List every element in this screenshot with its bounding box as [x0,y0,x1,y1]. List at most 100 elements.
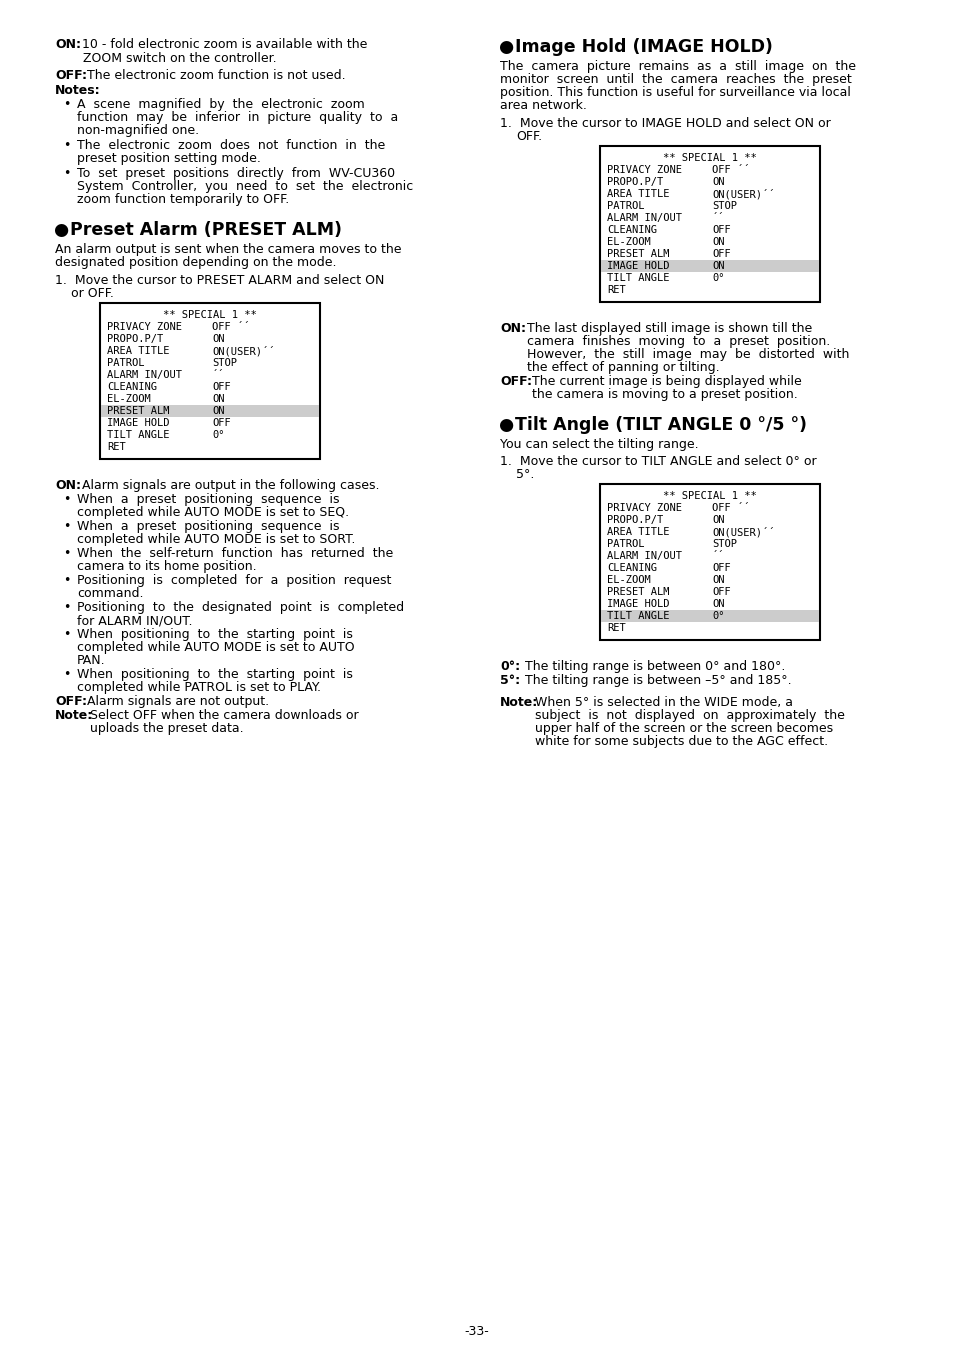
Text: OFF.: OFF. [516,130,541,143]
Text: When  the  self-return  function  has  returned  the: When the self-return function has return… [77,546,393,560]
Text: ON:: ON: [55,479,81,492]
Text: An alarm output is sent when the camera moves to the: An alarm output is sent when the camera … [55,243,401,256]
Text: The last displayed still image is shown till the: The last displayed still image is shown … [526,322,811,335]
Text: ALARM IN/OUT: ALARM IN/OUT [606,213,681,223]
Text: PRESET ALM: PRESET ALM [606,587,669,598]
Text: OFF: OFF [212,382,231,393]
Text: PROPO.P/T: PROPO.P/T [107,335,163,344]
Text: •: • [63,492,71,506]
Text: PRIVACY ZONE: PRIVACY ZONE [606,165,681,175]
Text: ON: ON [711,515,723,525]
Bar [600,610,818,622]
Text: PATROL: PATROL [606,540,644,549]
Text: ** SPECIAL 1 **: ** SPECIAL 1 ** [662,491,756,500]
Text: PAN.: PAN. [77,654,106,666]
Text: CLEANING: CLEANING [606,563,657,573]
Text: white for some subjects due to the AGC effect.: white for some subjects due to the AGC e… [535,735,827,747]
Text: Note:: Note: [499,696,537,710]
Text: •: • [63,629,71,641]
Text: preset position setting mode.: preset position setting mode. [77,152,260,165]
Text: zoom function temporarily to OFF.: zoom function temporarily to OFF. [77,193,289,206]
Text: ON: ON [711,575,723,585]
Text: EL-ZOOM: EL-ZOOM [606,575,650,585]
Text: The tilting range is between 0° and 180°.: The tilting range is between 0° and 180°… [524,660,784,673]
Text: ALARM IN/OUT: ALARM IN/OUT [107,370,182,380]
Text: completed while PATROL is set to PLAY.: completed while PATROL is set to PLAY. [77,681,320,693]
Text: OFF ´´: OFF ´´ [711,165,749,175]
Text: 5°:: 5°: [499,674,519,687]
Text: The tilting range is between –5° and 185°.: The tilting range is between –5° and 185… [524,674,791,687]
Text: RET: RET [606,285,625,295]
Text: or OFF.: or OFF. [71,287,113,299]
Text: Tilt Angle (TILT ANGLE 0 °/5 °): Tilt Angle (TILT ANGLE 0 °/5 °) [515,415,806,434]
Text: EL-ZOOM: EL-ZOOM [606,237,650,247]
Text: TILT ANGLE: TILT ANGLE [606,611,669,621]
Text: AREA TITLE: AREA TITLE [606,189,669,200]
Text: PRIVACY ZONE: PRIVACY ZONE [107,322,182,332]
Text: •: • [63,98,71,111]
Text: •: • [63,668,71,681]
Text: ON: ON [711,599,723,608]
Text: Positioning  is  completed  for  a  position  request: Positioning is completed for a position … [77,575,391,587]
Text: 0°: 0° [711,272,723,283]
Text: non-magnified one.: non-magnified one. [77,124,199,138]
Text: Positioning  to  the  designated  point  is  completed: Positioning to the designated point is c… [77,602,404,614]
Text: PROPO.P/T: PROPO.P/T [606,515,662,525]
Text: Note:: Note: [55,710,93,722]
Text: OFF: OFF [212,418,231,428]
Text: 1.  Move the cursor to PRESET ALARM and select ON: 1. Move the cursor to PRESET ALARM and s… [55,274,384,287]
Text: ZOOM switch on the controller.: ZOOM switch on the controller. [83,53,276,65]
Text: To  set  preset  positions  directly  from  WV-CU360: To set preset positions directly from WV… [77,167,395,179]
Text: the effect of panning or tilting.: the effect of panning or tilting. [526,362,719,374]
Text: PROPO.P/T: PROPO.P/T [606,177,662,188]
Text: When  a  preset  positioning  sequence  is: When a preset positioning sequence is [77,492,339,506]
Text: completed while AUTO MODE is set to SEQ.: completed while AUTO MODE is set to SEQ. [77,506,349,519]
Text: EL-ZOOM: EL-ZOOM [107,394,151,403]
Text: AREA TITLE: AREA TITLE [606,527,669,537]
Text: PATROL: PATROL [107,357,144,368]
Text: OFF ´´: OFF ´´ [212,322,250,332]
Text: Alarm signals are output in the following cases.: Alarm signals are output in the followin… [82,479,379,492]
Text: PRESET ALM: PRESET ALM [107,406,170,415]
Text: -33-: -33- [464,1325,489,1338]
Text: ON: ON [711,260,723,271]
Text: TILT ANGLE: TILT ANGLE [606,272,669,283]
Text: OFF: OFF [711,587,730,598]
Text: OFF: OFF [711,225,730,235]
Text: completed while AUTO MODE is set to SORT.: completed while AUTO MODE is set to SORT… [77,533,355,546]
Text: completed while AUTO MODE is set to AUTO: completed while AUTO MODE is set to AUTO [77,641,355,654]
Text: ●: ● [497,415,513,434]
Text: ON: ON [711,177,723,188]
Text: OFF: OFF [711,563,730,573]
Text: CLEANING: CLEANING [606,225,657,235]
Text: PRIVACY ZONE: PRIVACY ZONE [606,503,681,513]
Text: 10 - fold electronic zoom is available with the: 10 - fold electronic zoom is available w… [82,38,367,51]
Text: function  may  be  inferior  in  picture  quality  to  a: function may be inferior in picture qual… [77,111,397,124]
Text: ON(USER)´´: ON(USER)´´ [212,345,274,356]
Text: ●: ● [497,38,513,57]
Text: Notes:: Notes: [55,84,100,97]
Text: When 5° is selected in the WIDE mode, a: When 5° is selected in the WIDE mode, a [535,696,792,710]
Text: area network.: area network. [499,98,586,112]
Text: When  positioning  to  the  starting  point  is: When positioning to the starting point i… [77,629,353,641]
Text: CLEANING: CLEANING [107,382,157,393]
Text: ON:: ON: [55,38,81,51]
Text: When  a  preset  positioning  sequence  is: When a preset positioning sequence is [77,519,339,533]
Text: OFF: OFF [711,250,730,259]
Text: PRESET ALM: PRESET ALM [606,250,669,259]
Text: •: • [63,602,71,614]
Text: ON: ON [212,335,224,344]
Text: IMAGE HOLD: IMAGE HOLD [606,599,669,608]
Text: IMAGE HOLD: IMAGE HOLD [107,418,170,428]
Text: The electronic zoom function is not used.: The electronic zoom function is not used… [87,69,345,82]
Text: designated position depending on the mode.: designated position depending on the mod… [55,256,336,268]
Bar [600,260,818,272]
Text: camera  finishes  moving  to  a  preset  position.: camera finishes moving to a preset posit… [526,335,829,348]
Text: OFF:: OFF: [55,695,87,708]
Text: subject  is  not  displayed  on  approximately  the: subject is not displayed on approximatel… [535,710,844,722]
Text: STOP: STOP [711,540,737,549]
Text: OFF ´´: OFF ´´ [711,503,749,513]
Text: •: • [63,139,71,152]
Text: STOP: STOP [212,357,236,368]
Text: PATROL: PATROL [606,201,644,210]
